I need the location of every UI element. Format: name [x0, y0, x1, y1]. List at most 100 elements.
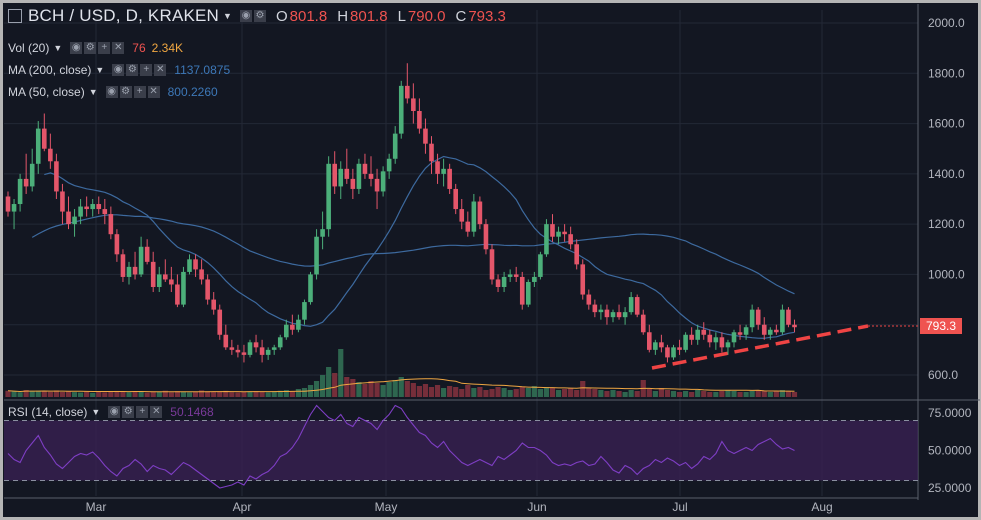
candle-body	[374, 178, 380, 192]
add-icon[interactable]: +	[98, 42, 111, 54]
open-label: O	[275, 7, 288, 25]
volume-bar	[11, 391, 17, 397]
volume-bar	[53, 390, 59, 397]
close-icon[interactable]: ✕	[154, 64, 167, 76]
rsi-line	[7, 404, 795, 489]
add-icon[interactable]: +	[140, 64, 153, 76]
volume-bar	[23, 390, 29, 397]
volume-bar	[313, 381, 320, 397]
volume-bar	[59, 392, 66, 397]
volume-bar	[610, 390, 616, 397]
candle-body	[749, 309, 755, 328]
visibility-icon[interactable]: ◉	[112, 64, 125, 76]
candle-body	[284, 324, 289, 338]
volume-bar	[507, 390, 513, 397]
candle-body	[731, 332, 737, 343]
settings-icon[interactable]: ⚙	[122, 406, 135, 418]
volume-bar	[434, 385, 441, 397]
candle-body	[326, 163, 331, 230]
volume-bar	[235, 392, 241, 397]
volume-bar	[78, 392, 84, 397]
close-icon[interactable]: ✕	[150, 406, 163, 418]
volume-bar	[441, 388, 447, 397]
candle-body	[616, 312, 622, 318]
volume-bar	[707, 392, 713, 397]
candlesticks	[5, 63, 797, 363]
rsi-dropdown-icon[interactable]: ▼	[91, 407, 101, 417]
volume-bar	[186, 392, 193, 397]
volume-bar	[380, 385, 386, 397]
candle-body	[761, 324, 767, 335]
candle-body	[586, 294, 592, 305]
volume-bar	[259, 391, 265, 397]
symbol-controls[interactable]: ◉ ⚙	[239, 10, 266, 22]
volume-bar	[574, 390, 580, 397]
ma200-controls[interactable]: ◉ ⚙ + ✕	[112, 64, 167, 76]
rsi-controls[interactable]: ◉ ⚙ + ✕	[108, 406, 163, 418]
volume-bar	[568, 388, 574, 397]
candle-body	[665, 347, 670, 358]
candle-body	[78, 206, 83, 217]
visibility-icon[interactable]: ◉	[70, 42, 83, 54]
close-icon[interactable]: ✕	[147, 86, 160, 98]
rsi-legend: RSI (14, close) ▼ ◉ ⚙ + ✕ 50.1468	[8, 405, 214, 419]
add-icon[interactable]: +	[136, 406, 149, 418]
volume-bar	[17, 392, 23, 397]
rsi-value: 50.1468	[170, 405, 214, 419]
volume-bar	[289, 391, 295, 397]
volume-bar	[664, 390, 671, 397]
candle-body	[483, 224, 489, 250]
volume-bar	[332, 373, 338, 397]
candle-body	[60, 191, 65, 212]
volume-bar	[791, 392, 798, 397]
volume-bar	[144, 392, 150, 397]
ma200-line	[31, 214, 795, 295]
vol-dropdown-icon[interactable]: ▼	[53, 43, 63, 53]
volume-bar	[174, 391, 180, 397]
volume-bar	[483, 390, 489, 397]
time-axis-label: May	[375, 500, 398, 514]
rsi-label[interactable]: RSI (14, close)	[8, 405, 88, 419]
volume-bar	[422, 384, 429, 397]
low-label: L	[397, 7, 406, 25]
ma200-label[interactable]: MA (200, close)	[8, 63, 92, 77]
visibility-icon[interactable]: ◉	[105, 86, 118, 98]
settings-icon[interactable]: ⚙	[119, 86, 132, 98]
settings-icon[interactable]: ⚙	[126, 64, 139, 76]
visibility-icon[interactable]: ◉	[239, 10, 252, 22]
ma50-label[interactable]: MA (50, close)	[8, 85, 85, 99]
add-icon[interactable]: +	[133, 86, 146, 98]
close-icon[interactable]: ✕	[112, 42, 125, 54]
last-price-tag: 793.3	[920, 318, 962, 334]
ma50-controls[interactable]: ◉ ⚙ + ✕	[105, 86, 160, 98]
ma200-dropdown-icon[interactable]: ▼	[95, 65, 105, 75]
candle-body	[701, 329, 707, 335]
price-axis-label: 1000.0	[928, 267, 965, 281]
volume-bar	[326, 367, 332, 397]
symbol-title[interactable]: BCH / USD, D, KRAKEN	[28, 6, 220, 25]
volume-bar	[725, 390, 731, 397]
settings-icon[interactable]: ⚙	[253, 10, 266, 22]
settings-icon[interactable]: ⚙	[84, 42, 97, 54]
volume-bar	[223, 390, 229, 397]
volume-bars	[5, 349, 798, 397]
chart-menu-icon[interactable]	[8, 9, 22, 23]
vol-controls[interactable]: ◉ ⚙ + ✕	[70, 42, 125, 54]
visibility-icon[interactable]: ◉	[108, 406, 121, 418]
candle-body	[84, 206, 89, 210]
volume-bar	[41, 391, 47, 397]
vol-label[interactable]: Vol (20)	[8, 41, 50, 55]
candle-body	[344, 168, 350, 179]
volume-bar	[138, 391, 144, 397]
volume-bar	[465, 385, 471, 397]
candle-body	[392, 133, 398, 159]
candle-body	[187, 259, 192, 272]
candle-body	[538, 254, 543, 277]
volume-bar	[628, 390, 634, 397]
volume-bar	[29, 391, 35, 397]
candle-body	[253, 342, 259, 348]
ma50-dropdown-icon[interactable]: ▼	[88, 87, 98, 97]
symbol-dropdown-icon[interactable]: ▼	[223, 11, 232, 21]
volume-bar	[277, 390, 283, 397]
